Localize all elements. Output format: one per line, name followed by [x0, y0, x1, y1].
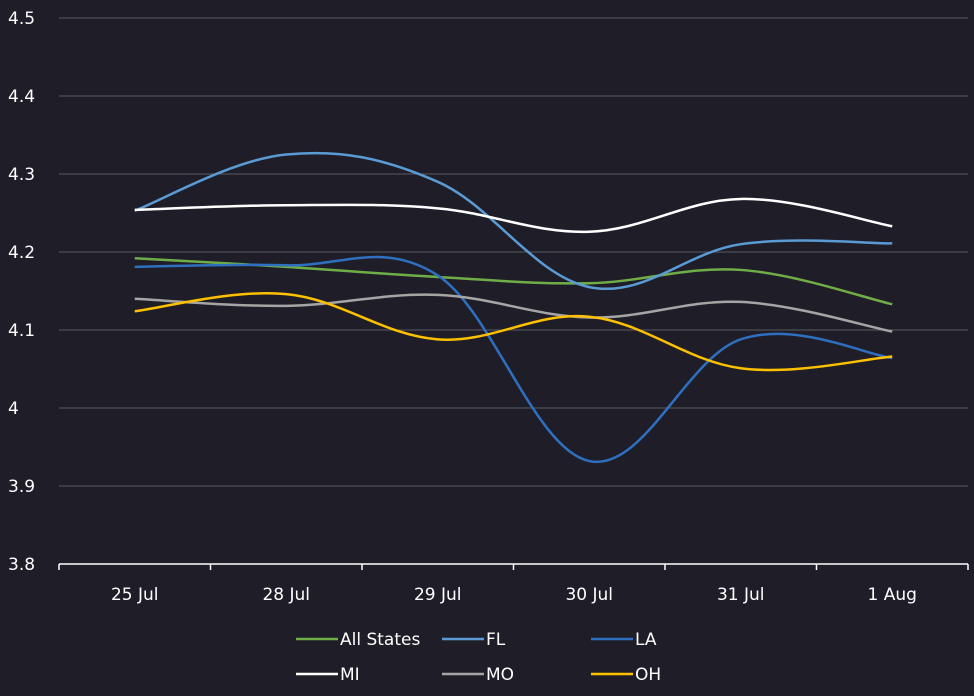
x-tick-label: 29 Jul	[414, 585, 462, 605]
legend-label-oh: OH	[635, 665, 661, 685]
x-tick-label: 1 Aug	[868, 585, 917, 605]
y-tick-label: 4.1	[8, 321, 35, 341]
legend-label-mi: MI	[340, 665, 360, 685]
legend-label-fl: FL	[486, 630, 506, 650]
x-tick-label: 28 Jul	[262, 585, 310, 605]
x-tick-label: 31 Jul	[717, 585, 765, 605]
y-tick-label: 4.5	[8, 9, 35, 29]
y-tick-label: 4	[8, 399, 19, 419]
y-tick-label: 4.2	[8, 243, 35, 263]
legend-label-mo: MO	[486, 665, 514, 685]
y-tick-label: 3.8	[8, 555, 35, 575]
y-tick-label: 4.3	[8, 165, 35, 185]
series-line-oh	[134, 292, 893, 372]
legend-label-la: LA	[635, 630, 657, 650]
legend-label-all-states: All States	[340, 630, 420, 650]
x-tick-label: 30 Jul	[565, 585, 613, 605]
y-tick-label: 4.4	[8, 87, 35, 107]
series-lines	[134, 151, 893, 464]
series-line-fl	[134, 151, 893, 290]
grid-lines	[59, 17, 968, 487]
series-line-la	[134, 255, 893, 464]
y-tick-label: 3.9	[8, 477, 35, 497]
x-axis: 25 Jul 28 Jul 29 Jul 30 Jul 31 Jul 1 Aug	[58, 563, 969, 605]
y-axis: 3.8 3.9 4 4.1 4.2 4.3 4.4 4.5	[8, 9, 35, 575]
x-tick-label: 25 Jul	[111, 585, 159, 605]
series-line-mi	[134, 197, 893, 233]
legend: All States FL LA MI MO OH	[296, 630, 661, 685]
series-line-mo	[134, 293, 893, 333]
